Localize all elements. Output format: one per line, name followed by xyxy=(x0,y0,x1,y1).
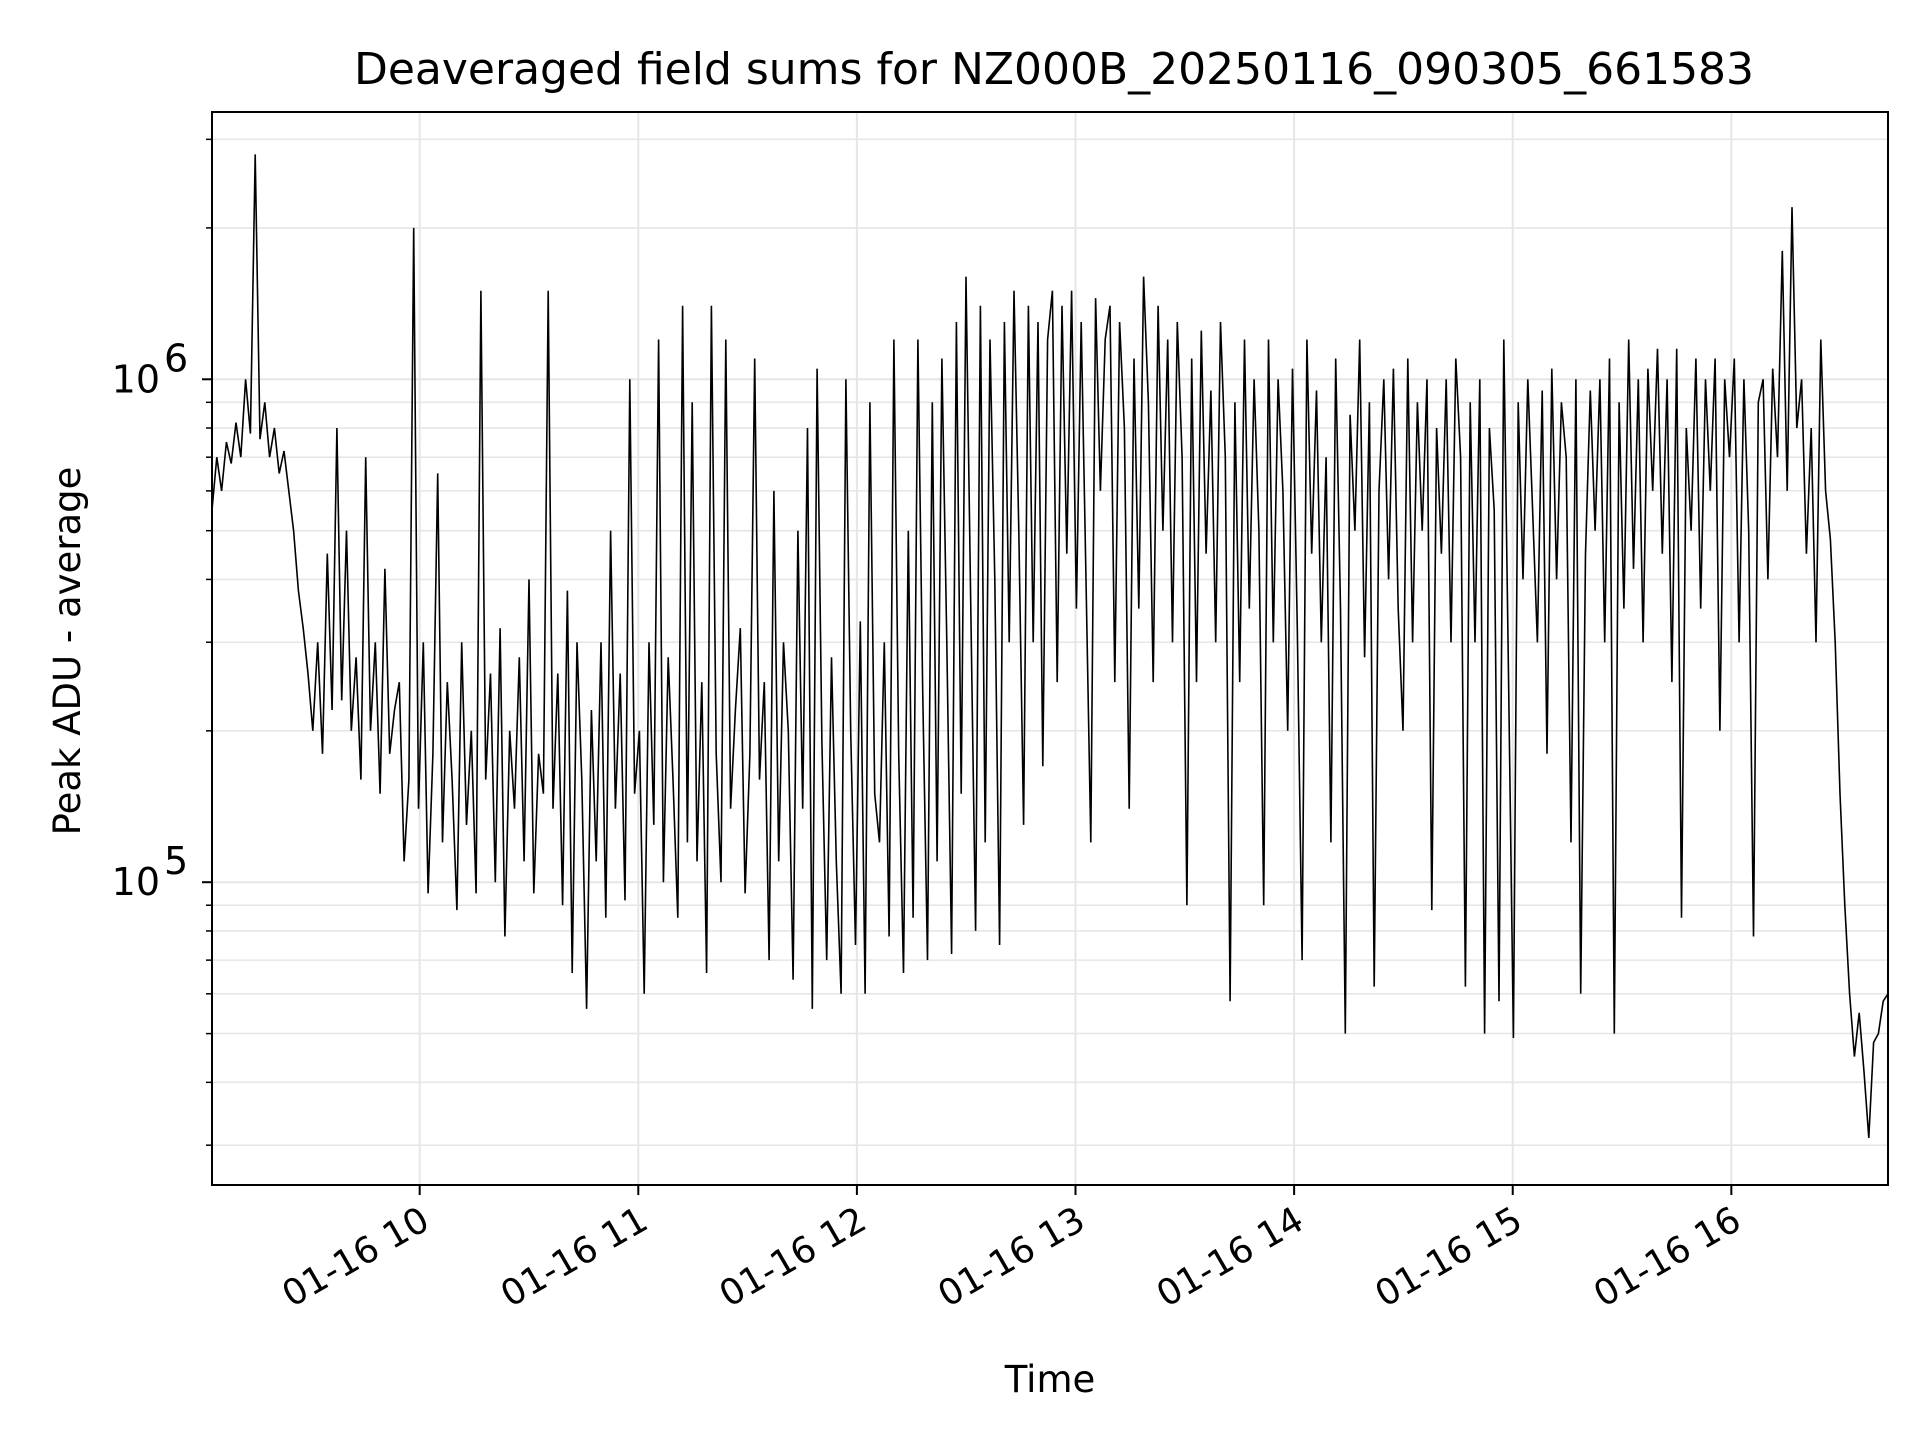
y-tick-exponent: 5 xyxy=(164,839,188,883)
series-line-0 xyxy=(211,154,1889,1139)
y-axis-label: Peak ADU - average xyxy=(46,467,89,836)
y-tick-label: 10 xyxy=(112,860,160,904)
x-axis-label: Time xyxy=(1004,1358,1096,1401)
chart-title: Deaveraged field sums for NZ000B_2025011… xyxy=(354,44,1754,95)
y-tick-exponent: 6 xyxy=(164,336,188,380)
series-layer xyxy=(211,154,1889,1139)
plot-area-frame xyxy=(211,111,1889,1186)
y-tick-label: 10 xyxy=(112,357,160,401)
